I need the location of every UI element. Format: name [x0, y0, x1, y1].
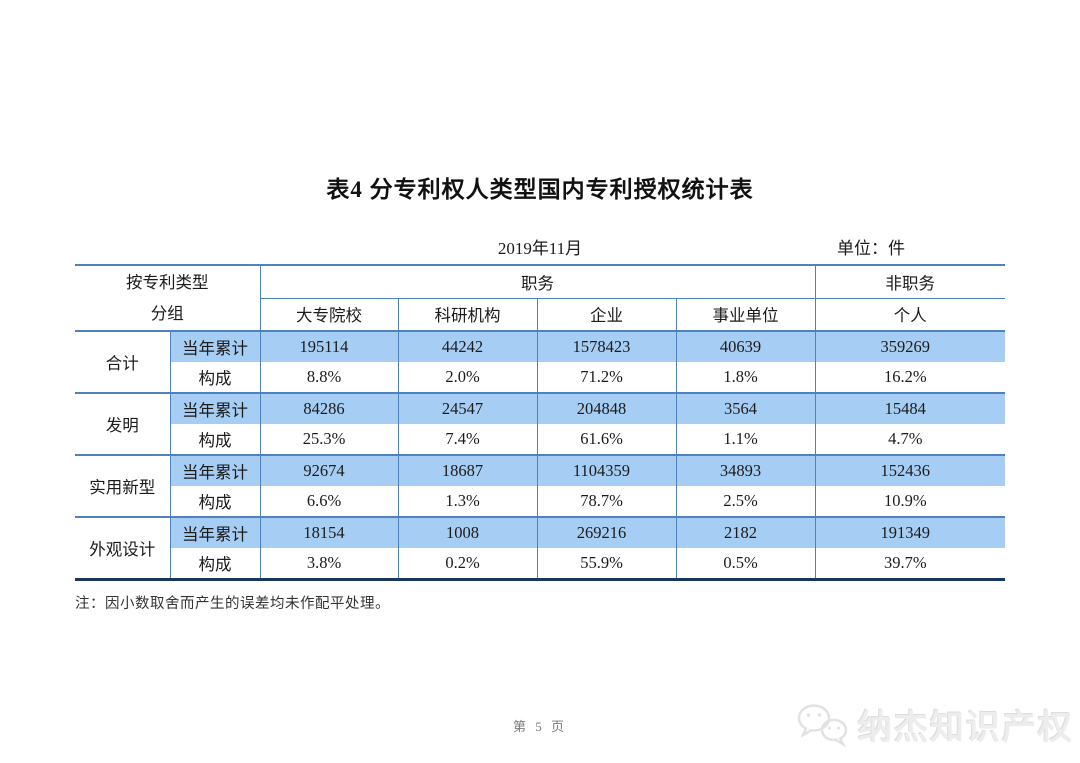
cell-value: 25.3% [259, 424, 398, 456]
header-non-service: 非职务 [814, 265, 1005, 299]
cell-value: 40639 [675, 331, 815, 362]
statistics-table: 按专利类型 分组 职务 非职务 大专院校 科研机构 企业 事业单位 个人 合计 … [75, 264, 1005, 581]
header-col-individuals: 个人 [814, 298, 1005, 332]
cell-value: 84286 [259, 393, 398, 424]
row-sub-label-cumulative: 当年累计 [169, 393, 260, 424]
table-row-design-cumulative: 外观设计 当年累计 18154 1008 269216 2182 191349 [75, 517, 1005, 580]
cell-value: 0.5% [675, 548, 815, 580]
cell-value: 2.0% [397, 362, 537, 394]
table-row-invention-composition: 构成 25.3% 7.4% 61.6% 1.1% 4.7% [75, 424, 1005, 456]
cell-value: 55.9% [536, 548, 676, 580]
cell-value: 3.8% [259, 548, 398, 580]
row-sub-label-composition: 构成 [169, 548, 260, 580]
header-col-enterprises: 企业 [536, 298, 676, 332]
row-sub-label-cumulative: 当年累计 [169, 455, 260, 486]
report-period: 2019年11月 [497, 239, 583, 258]
cell-value: 1.3% [397, 486, 537, 518]
table-row-utility-cumulative: 实用新型 当年累计 92674 18687 1104359 34893 1524… [75, 455, 1005, 518]
header-col-universities: 大专院校 [259, 298, 398, 332]
header-group-column: 按专利类型 分组 [75, 265, 260, 332]
cell-value: 44242 [397, 331, 537, 362]
cell-value: 359269 [814, 331, 1005, 362]
cell-value: 39.7% [814, 548, 1005, 580]
cell-value: 6.6% [259, 486, 398, 518]
cell-value: 10.9% [814, 486, 1005, 518]
header-service: 职务 [259, 265, 815, 299]
header-row-groups: 按专利类型 分组 职务 非职务 [75, 265, 1005, 332]
table-row-utility-composition: 构成 6.6% 1.3% 78.7% 2.5% 10.9% [75, 486, 1005, 518]
table-meta-row: 2019年11月 单位：件 [75, 234, 1005, 262]
cell-value: 8.8% [259, 362, 398, 394]
cell-value: 16.2% [814, 362, 1005, 394]
row-sub-label-cumulative: 当年累计 [169, 517, 260, 548]
row-sub-label-composition: 构成 [169, 486, 260, 518]
cell-value: 3564 [675, 393, 815, 424]
cell-value: 2182 [675, 517, 815, 548]
cell-value: 191349 [814, 517, 1005, 548]
row-group-label-invention: 发明 [75, 393, 170, 456]
header-row-columns: 大专院校 科研机构 企业 事业单位 个人 [75, 298, 1005, 332]
header-group-line1: 按专利类型 [126, 272, 209, 292]
cell-value: 152436 [814, 455, 1005, 486]
page-title: 表4 分专利权人类型国内专利授权统计表 [326, 177, 754, 202]
cell-value: 92674 [259, 455, 398, 486]
table-row-total-composition: 构成 8.8% 2.0% 71.2% 1.8% 16.2% [75, 362, 1005, 394]
cell-value: 78.7% [536, 486, 676, 518]
cell-value: 0.2% [397, 548, 537, 580]
cell-value: 61.6% [536, 424, 676, 456]
row-sub-label-composition: 构成 [169, 362, 260, 394]
table-row-total-cumulative: 合计 当年累计 195114 44242 1578423 40639 35926… [75, 331, 1005, 394]
cell-value: 1.8% [675, 362, 815, 394]
cell-value: 195114 [259, 331, 398, 362]
cell-value: 1.1% [675, 424, 815, 456]
header-group-line2: 分组 [150, 304, 184, 323]
row-sub-label-cumulative: 当年累计 [169, 331, 260, 362]
unit-label: 单位：件 [837, 239, 905, 258]
cell-value: 1578423 [536, 331, 676, 362]
table-row-design-composition: 构成 3.8% 0.2% 55.9% 0.5% 39.7% [75, 548, 1005, 580]
cell-value: 71.2% [536, 362, 676, 394]
cell-value: 2.5% [675, 486, 815, 518]
row-group-label-utility: 实用新型 [75, 455, 170, 518]
row-group-label-total: 合计 [75, 331, 170, 394]
cell-value: 24547 [397, 393, 537, 424]
footnote: 注：因小数取舍而产生的误差均未作配平处理。 [75, 595, 390, 612]
row-sub-label-composition: 构成 [169, 424, 260, 456]
cell-value: 1104359 [536, 455, 676, 486]
cell-value: 4.7% [814, 424, 1005, 456]
cell-value: 18687 [397, 455, 537, 486]
cell-value: 204848 [536, 393, 676, 424]
cell-value: 7.4% [397, 424, 537, 456]
cell-value: 15484 [814, 393, 1005, 424]
header-col-research: 科研机构 [397, 298, 537, 332]
page-number: 第 5 页 [512, 719, 567, 734]
header-col-institutions: 事业单位 [675, 298, 815, 332]
table-row-invention-cumulative: 发明 当年累计 84286 24547 204848 3564 15484 [75, 393, 1005, 456]
cell-value: 269216 [536, 517, 676, 548]
cell-value: 34893 [675, 455, 815, 486]
cell-value: 1008 [397, 517, 537, 548]
row-group-label-design: 外观设计 [75, 517, 170, 580]
cell-value: 18154 [259, 517, 398, 548]
